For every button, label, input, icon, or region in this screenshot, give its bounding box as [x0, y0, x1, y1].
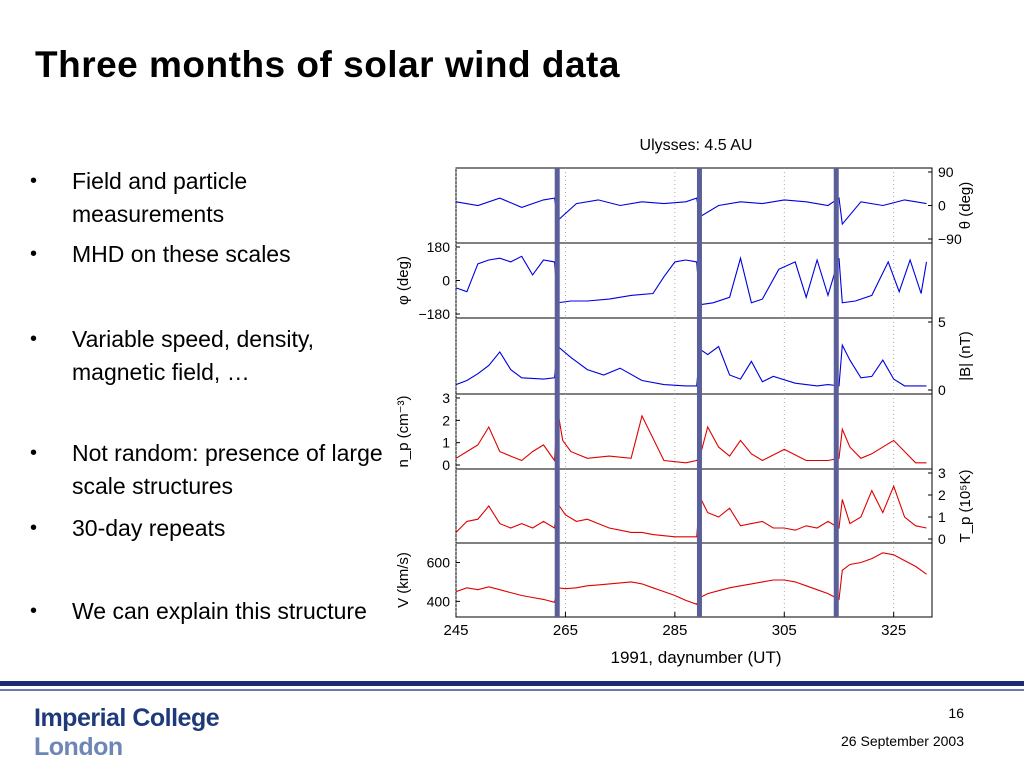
footer-bar-thin: [0, 689, 1024, 691]
bullet-text: Not random: presence of large scale stru…: [72, 440, 383, 499]
bullet-dot: •: [30, 517, 38, 539]
series-line-B: [455, 343, 927, 387]
series-line-np: [455, 411, 927, 464]
imperial-college-logo: Imperial College London: [34, 704, 264, 762]
bullet-dot: •: [30, 328, 38, 350]
y-tick-label: 0: [938, 382, 946, 398]
y-tick-label: 600: [427, 555, 451, 571]
y-tick-label: 1: [938, 509, 946, 525]
y-tick-label: 3: [938, 465, 946, 481]
series-line-phi: [455, 255, 928, 306]
y-tick-label: 90: [938, 164, 954, 180]
chart-title: Ulysses: 4.5 AU: [640, 137, 753, 154]
bullet-text: MHD on these scales: [72, 241, 291, 267]
panel-B: 5 0 |B| (nT): [455, 314, 974, 398]
bullet-item: • Not random: presence of large scale str…: [30, 437, 390, 503]
y-tick-label: 5: [938, 314, 946, 330]
page-number: 16: [948, 705, 964, 721]
y-tick-label: 1: [442, 435, 450, 451]
logo-line-1: Imperial College: [34, 704, 220, 732]
y-tick-label: −180: [418, 306, 450, 322]
y-tick-label: 180: [427, 239, 451, 255]
bullet-item: • 30-day repeats: [30, 512, 390, 545]
y-tick-label: 0: [442, 273, 450, 289]
y-tick-label: 0: [938, 198, 946, 214]
panel-frame: [455, 317, 933, 395]
bullet-item: • Variable speed, density, magnetic field…: [30, 323, 390, 389]
panel-frame: [455, 242, 933, 319]
panel-frame: [455, 542, 933, 618]
y-tick-label: 2: [442, 412, 450, 428]
panel-phi: 180 0 −180 φ (deg): [395, 239, 933, 322]
y-tick-label: 3: [442, 390, 450, 406]
bullet-item: • We can explain this structure: [30, 595, 390, 628]
series-line-Tp: [455, 484, 927, 538]
x-tick-label: 245: [443, 622, 468, 639]
series-line-V: [455, 552, 927, 605]
bullet-item: • MHD on these scales: [30, 238, 390, 271]
x-axis-label: 1991, daynumber (UT): [610, 648, 781, 667]
y-axis-label-phi: φ (deg): [395, 256, 412, 305]
x-tick-label: 305: [772, 622, 797, 639]
x-tick-label: 265: [553, 622, 578, 639]
panel-frame: [455, 468, 933, 544]
y-tick-label: −90: [938, 231, 962, 247]
bullet-dot: •: [30, 170, 38, 192]
y-tick-label: 0: [442, 457, 450, 473]
y-tick-label: 400: [427, 593, 451, 609]
panel-Tp: 3 2 1 0 T_p (10⁵K): [455, 465, 974, 547]
bullet-dot: •: [30, 442, 38, 464]
footer-date: 26 September 2003: [841, 733, 964, 749]
y-axis-label-theta: θ (deg): [957, 182, 974, 230]
bullet-item: • Field and particle measurements: [30, 165, 390, 231]
y-axis-label-V: V (km/s): [395, 552, 412, 608]
panel-theta: 90 0 −90θ (deg): [455, 164, 974, 247]
bullet-text: Field and particle measurements: [72, 168, 248, 227]
panel-V: 600 400 V (km/s): [395, 542, 933, 618]
bullet-dot: •: [30, 243, 38, 265]
y-tick-label: 0: [938, 531, 946, 547]
bullet-text: Variable speed, density, magnetic field,…: [72, 326, 315, 385]
logo-line-2: London: [34, 733, 123, 761]
bullet-list: • Field and particle measurements • MHD on…: [30, 0, 390, 680]
y-axis-label-B: |B| (nT): [957, 331, 974, 380]
y-tick-label: 2: [938, 487, 946, 503]
series-line-theta: [455, 197, 927, 226]
x-tick-label: 285: [662, 622, 687, 639]
solar-wind-figure: Ulysses: 4.5 AU 90 0 −90 θ (deg) 180 0 −180 φ (…: [380, 128, 1020, 678]
panel-np: 3 2 1 0 n_p (cm⁻³): [395, 390, 933, 473]
bullet-dot: •: [30, 600, 38, 622]
y-axis-label-Tp: T_p (10⁵K): [957, 470, 974, 543]
slide-title: Three months of solar wind data: [35, 44, 620, 85]
x-tick-label: 325: [881, 622, 906, 639]
bullet-text: We can explain this structure: [72, 598, 367, 624]
footer-bar: [0, 681, 1024, 686]
solar-wind-chart: Ulysses: 4.5 AU 90 0 −90θ (deg) 180 0 −180 φ (…: [395, 137, 974, 667]
y-axis-label-np: n_p (cm⁻³): [395, 395, 412, 467]
bullet-text: 30-day repeats: [72, 515, 226, 541]
